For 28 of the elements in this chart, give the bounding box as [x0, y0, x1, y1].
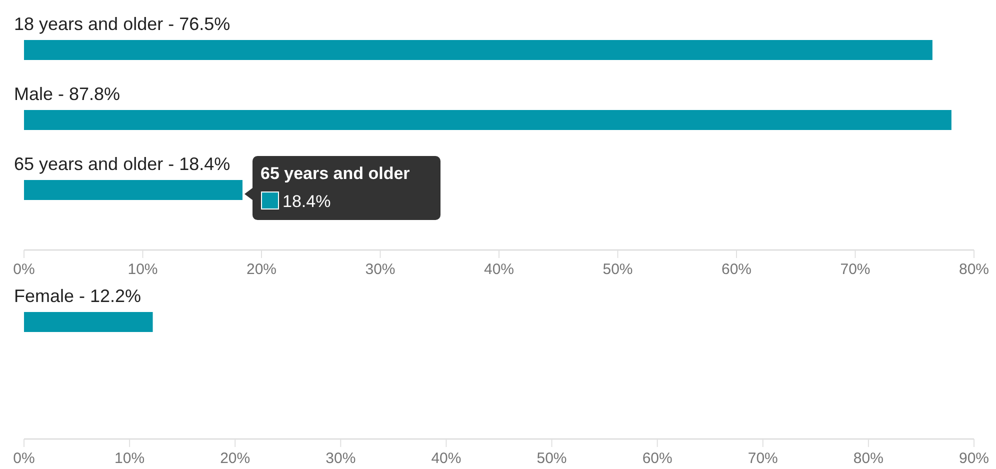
x-tick-label: 10%	[114, 450, 145, 467]
x-tick-label: 0%	[13, 450, 35, 467]
x-tick-label: 10%	[128, 261, 158, 278]
x-tick-label: 60%	[642, 450, 672, 467]
x-tick-label: 80%	[958, 261, 990, 278]
x-tick-label: 50%	[602, 261, 633, 278]
x-tick-label: 30%	[365, 261, 396, 278]
x-tick-label: 70%	[748, 450, 778, 467]
y-tick-label: Female - 12.2%	[14, 286, 142, 306]
y-tick-label: Male - 87.8%	[14, 84, 120, 104]
x-tick-label: 20%	[220, 450, 250, 467]
bar	[24, 40, 932, 60]
x-tick-label: 20%	[246, 261, 277, 278]
x-tick-label: 60%	[721, 261, 752, 278]
x-tick-label: 50%	[536, 450, 567, 467]
x-tick-label: 90%	[958, 450, 990, 467]
x-tick-label: 30%	[326, 450, 356, 467]
y-tick-label: 65 years and older - 18.4%	[14, 154, 230, 174]
annotation: 65 years and older	[260, 164, 410, 183]
annotation: 18.4%	[282, 192, 331, 211]
x-tick-label: 40%	[484, 261, 514, 278]
bar	[24, 180, 242, 200]
bar	[24, 110, 952, 130]
x-tick-label: 80%	[853, 450, 884, 467]
y-tick-label: 18 years and older - 76.5%	[14, 14, 230, 34]
x-tick-label: 70%	[840, 261, 870, 278]
x-tick-label: 40%	[431, 450, 462, 467]
x-tick-label: 0%	[13, 261, 35, 278]
